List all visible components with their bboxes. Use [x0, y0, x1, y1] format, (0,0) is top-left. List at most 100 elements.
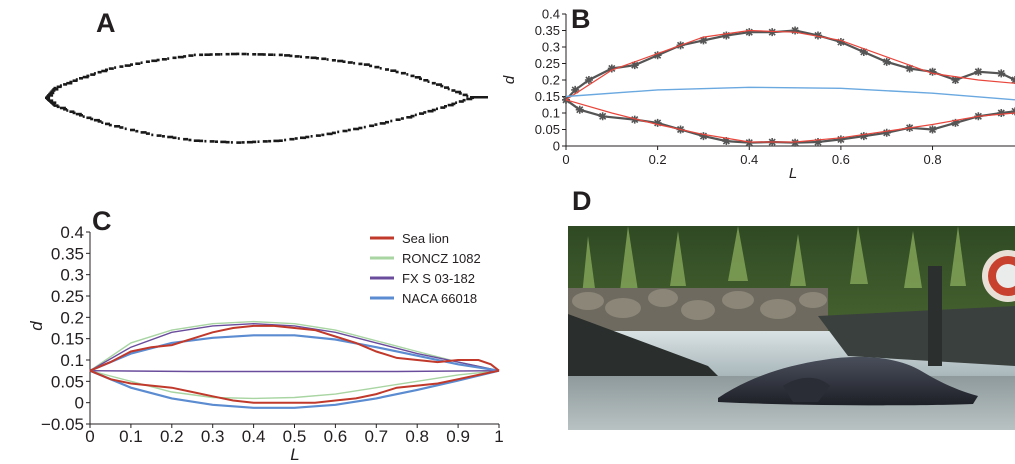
outline-point: [236, 52, 240, 56]
c-y-tick-label: 0.3: [60, 266, 84, 285]
outline-point: [56, 85, 62, 89]
b-data-marker: [745, 28, 754, 37]
b-data-marker: [745, 138, 754, 147]
b-x-tick-label: 0.4: [740, 152, 758, 167]
outline-point: [193, 139, 200, 142]
c-x-tick-label: 0.9: [446, 427, 470, 446]
outline-point: [50, 90, 53, 93]
panel-label-a: A: [96, 8, 116, 38]
outline-point: [321, 133, 325, 137]
b-y-axis-label: d: [501, 75, 518, 84]
outline-point: [145, 132, 150, 135]
outline-point: [72, 79, 78, 82]
outline-point: [273, 53, 276, 57]
outline-point: [252, 140, 257, 144]
outline-point: [262, 53, 266, 56]
c-y-tick-label: 0.25: [51, 287, 84, 306]
c-x-tick-label: 0.7: [364, 427, 388, 446]
outline-point: [315, 134, 321, 137]
outline-point: [46, 97, 51, 101]
outline-point: [278, 139, 283, 142]
outline-point: [374, 123, 378, 126]
outline-point: [353, 127, 360, 131]
outline-point: [440, 84, 444, 88]
outline-point: [444, 86, 449, 89]
c-x-tick-label: 0.4: [242, 427, 266, 446]
outline-point: [225, 52, 230, 56]
outline-point: [177, 137, 180, 140]
outline-point: [101, 121, 104, 124]
outline-point: [124, 127, 127, 131]
outline-point: [289, 137, 295, 141]
outline-point: [101, 69, 108, 73]
outline-point: [342, 129, 348, 133]
outline-point: [140, 61, 143, 64]
c-series-fx-s-03-182-lower: [89, 370, 500, 373]
outline-point: [97, 70, 102, 74]
outline-point: [431, 81, 436, 85]
outline-point: [225, 140, 230, 144]
panel-label-b: B: [571, 4, 591, 34]
b-data-marker: [768, 28, 777, 37]
b-y-tick-label: 0.3: [542, 40, 560, 55]
c-series-roncz-1082-upper: [89, 320, 500, 372]
b-x-tick-label: 0.8: [923, 152, 941, 167]
outline-point: [358, 126, 363, 130]
c-series-fx-s-03-182-upper: [89, 322, 500, 372]
b-data-marker: [974, 67, 983, 76]
outline-point: [326, 132, 333, 136]
b-data-marker: [699, 132, 708, 141]
c-series-naca-66018-lower: [89, 369, 500, 409]
c-y-tick-label: 0.35: [51, 244, 84, 263]
c-legend-label-naca-66018: NACA 66018: [402, 291, 477, 306]
b-fit-lower: [565, 99, 1015, 143]
outline-point: [246, 140, 253, 144]
outline-point: [423, 79, 429, 82]
outline-point: [257, 140, 260, 143]
panel-label-d: D: [572, 186, 592, 216]
b-data-marker: [653, 118, 662, 127]
outline-point: [167, 57, 170, 60]
outline-point: [379, 67, 382, 70]
outline-point: [427, 80, 430, 83]
outline-point: [400, 71, 406, 75]
outline-point: [406, 116, 413, 119]
b-data-marker: [722, 137, 731, 146]
b-data-marker: [859, 47, 868, 56]
c-x-tick-label: 0.5: [283, 427, 307, 446]
outline-point: [427, 109, 434, 113]
b-y-tick-label: 0.15: [535, 89, 560, 104]
b-data-marker: [997, 69, 1006, 78]
outline-point: [230, 141, 233, 144]
outline-point: [135, 62, 141, 65]
b-y-tick-label: 0: [553, 139, 560, 154]
outline-point: [230, 52, 237, 56]
outline-point: [156, 134, 162, 137]
outline-point: [321, 57, 327, 61]
c-x-tick-label: 0.1: [119, 427, 143, 446]
outline-point: [337, 59, 344, 63]
outline-point: [462, 93, 468, 97]
outline-point: [105, 68, 108, 72]
c-series-naca-66018-upper: [89, 334, 500, 372]
outline-point: [447, 103, 454, 107]
outline-point: [215, 53, 220, 56]
b-y-tick-label: 0.25: [535, 56, 560, 71]
b-data-marker: [905, 64, 914, 73]
outline-point: [105, 122, 110, 126]
outline-point: [53, 86, 57, 90]
outline-point: [315, 57, 319, 60]
outline-point: [363, 125, 366, 129]
b-x-axis-label: L: [789, 165, 797, 182]
outline-point: [204, 53, 211, 56]
b-data-marker: [928, 67, 937, 76]
outline-point: [188, 138, 192, 142]
outline-point: [455, 90, 462, 94]
outline-point: [447, 87, 450, 91]
outline-point: [342, 60, 346, 63]
c-x-tick-label: 0.6: [324, 427, 348, 446]
b-data-marker: [653, 51, 662, 60]
outline-point: [310, 135, 313, 138]
outline-point: [63, 83, 68, 86]
c-legend-label-fx-s-03-182: FX S 03-182: [402, 271, 475, 286]
